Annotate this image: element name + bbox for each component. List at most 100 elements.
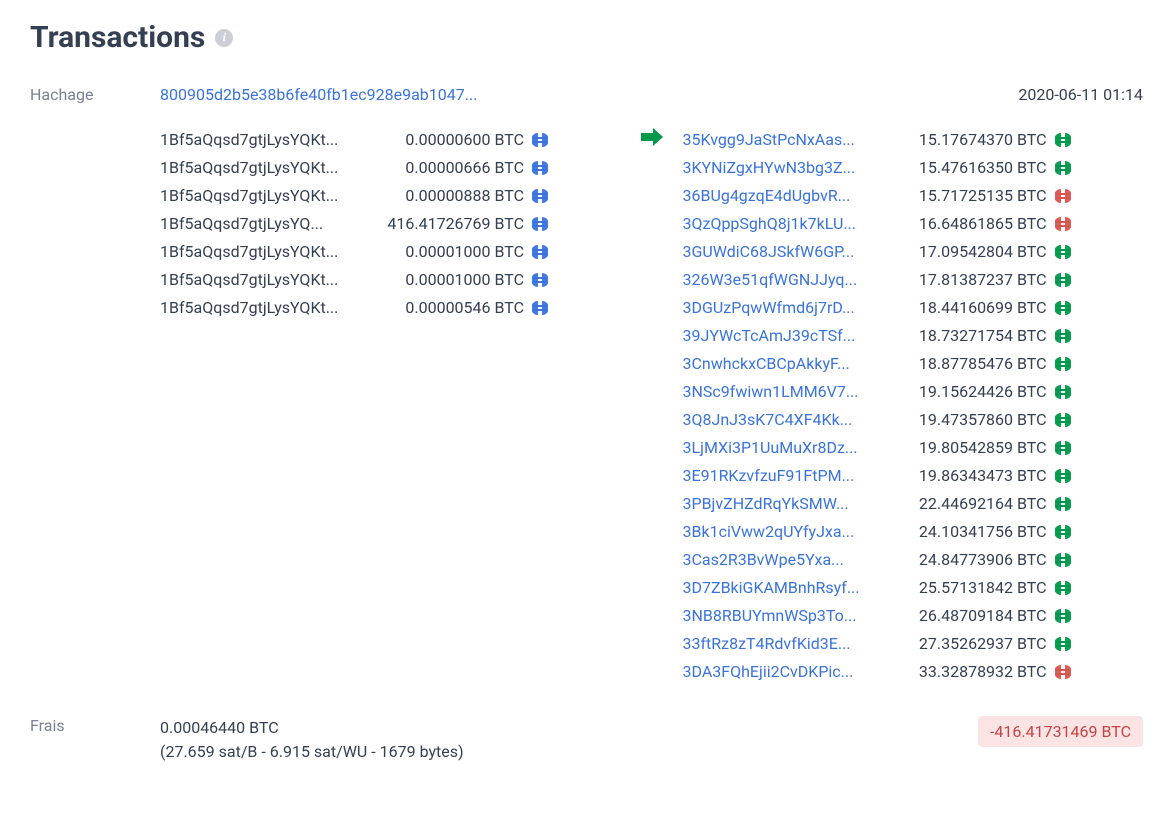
globe-icon[interactable] [1055, 636, 1071, 652]
output-address[interactable]: 3E91RKzvfzuF91FtPM... [683, 462, 883, 490]
io-row: 1Bf5aQqsd7gtjLysYQKt...0.00000600 BTC 1B… [30, 120, 1143, 686]
output-address[interactable]: 3QzQppSghQ8j1k7kLU... [683, 210, 883, 238]
globe-icon[interactable] [1055, 608, 1071, 624]
input-address: 1Bf5aQqsd7gtjLysYQKt... [160, 182, 360, 210]
globe-icon[interactable] [1055, 216, 1071, 232]
output-line: 3QzQppSghQ8j1k7kLU... 16.64861865 BTC [683, 210, 1144, 238]
globe-icon[interactable] [1055, 496, 1071, 512]
tx-hash-link[interactable]: 800905d2b5e38b6fe40fb1ec928e9ab1047... [160, 85, 477, 104]
globe-icon[interactable] [1055, 580, 1071, 596]
output-address[interactable]: 36BUg4gzqE4dUgbvR... [683, 182, 883, 210]
input-address: 1Bf5aQqsd7gtjLysYQKt... [160, 126, 360, 154]
input-line: 1Bf5aQqsd7gtjLysYQ... 416.41726769 BTC [160, 210, 621, 238]
output-address[interactable]: 35Kvgg9JaStPcNxAas... [683, 126, 883, 154]
globe-icon[interactable] [1055, 664, 1071, 680]
output-amount: 15.47616350 BTC [897, 154, 1047, 182]
globe-icon[interactable] [1055, 188, 1071, 204]
output-amount: 19.15624426 BTC [897, 378, 1047, 406]
globe-icon[interactable] [1055, 384, 1071, 400]
output-line: 35Kvgg9JaStPcNxAas... 15.17674370 BTC [683, 126, 1144, 154]
input-amount: 416.41726769 BTC [374, 210, 524, 238]
output-line: 3DA3FQhEjii2CvDKPic...33.32878932 BTC [683, 658, 1144, 686]
output-address[interactable]: 3D7ZBkiGKAMBnhRsyf... [683, 574, 883, 602]
output-line: 3Bk1ciVww2qUYfyJxa...24.10341756 BTC [683, 518, 1144, 546]
output-address[interactable]: 3GUWdiC68JSkfW6GP... [683, 238, 883, 266]
output-address[interactable]: 326W3e51qfWGNJJyq... [683, 266, 883, 294]
output-amount: 17.81387237 BTC [897, 266, 1047, 294]
input-amount: 0.00000546 BTC [374, 294, 524, 322]
output-address[interactable]: 39JYWcTcAmJ39cTSf... [683, 322, 883, 350]
globe-icon[interactable] [532, 188, 548, 204]
output-address[interactable]: 3NSc9fwiwn1LMM6V7... [683, 378, 883, 406]
input-amount: 0.00001000 BTC [374, 238, 524, 266]
output-amount: 15.17674370 BTC [897, 126, 1047, 154]
output-address[interactable]: 3KYNiZgxHYwN3bg3Z... [683, 154, 883, 182]
fee-detail: 0.00046440 BTC (27.659 sat/B - 6.915 sat… [160, 716, 464, 764]
hash-row: Hachage 800905d2b5e38b6fe40fb1ec928e9ab1… [30, 85, 1143, 104]
arrow-col [641, 126, 663, 150]
output-address[interactable]: 3DGUzPqwWfmd6j7rD... [683, 294, 883, 322]
globe-icon[interactable] [532, 272, 548, 288]
input-line: 1Bf5aQqsd7gtjLysYQKt...0.00001000 BTC [160, 238, 621, 266]
globe-icon[interactable] [1055, 244, 1071, 260]
output-line: 3Cas2R3BvWpe5Yxa... 24.84773906 BTC [683, 546, 1144, 574]
output-line: 3DGUzPqwWfmd6j7rD... 18.44160699 BTC [683, 294, 1144, 322]
output-line: 3LjMXi3P1UuMuXr8Dz... 19.80542859 BTC [683, 434, 1144, 462]
info-icon[interactable]: i [215, 29, 233, 47]
globe-icon[interactable] [1055, 440, 1071, 456]
globe-icon[interactable] [1055, 412, 1071, 428]
output-address[interactable]: 3Cas2R3BvWpe5Yxa... [683, 546, 883, 574]
output-address[interactable]: 3Q8JnJ3sK7C4XF4Kk... [683, 406, 883, 434]
output-amount: 27.35262937 BTC [897, 630, 1047, 658]
globe-icon[interactable] [532, 300, 548, 316]
globe-icon[interactable] [1055, 328, 1071, 344]
globe-icon[interactable] [1055, 524, 1071, 540]
output-line: 3D7ZBkiGKAMBnhRsyf...25.57131842 BTC [683, 574, 1144, 602]
output-address[interactable]: 33ftRz8zT4RdvfKid3E... [683, 630, 883, 658]
output-address[interactable]: 3CnwhckxCBCpAkkyF... [683, 350, 883, 378]
globe-icon[interactable] [532, 160, 548, 176]
globe-icon[interactable] [1055, 356, 1071, 372]
output-amount: 24.84773906 BTC [897, 546, 1047, 574]
input-line: 1Bf5aQqsd7gtjLysYQKt... 0.00000888 BTC [160, 182, 621, 210]
output-amount: 18.87785476 BTC [897, 350, 1047, 378]
globe-icon[interactable] [1055, 160, 1071, 176]
input-amount: 0.00001000 BTC [374, 266, 524, 294]
output-line: 36BUg4gzqE4dUgbvR...15.71725135 BTC [683, 182, 1144, 210]
input-address: 1Bf5aQqsd7gtjLysYQ... [160, 210, 360, 238]
hash-label: Hachage [30, 85, 160, 104]
transactions-header: Transactions i [30, 20, 1143, 55]
fee-row: Frais 0.00046440 BTC (27.659 sat/B - 6.9… [30, 716, 1143, 764]
globe-icon[interactable] [1055, 552, 1071, 568]
globe-icon[interactable] [532, 216, 548, 232]
output-line: 3GUWdiC68JSkfW6GP... 17.09542804 BTC [683, 238, 1144, 266]
arrow-icon [641, 128, 663, 146]
output-amount: 19.86343473 BTC [897, 462, 1047, 490]
net-amount-badge: -416.41731469 BTC [978, 716, 1143, 747]
output-address[interactable]: 3LjMXi3P1UuMuXr8Dz... [683, 434, 883, 462]
input-address: 1Bf5aQqsd7gtjLysYQKt... [160, 154, 360, 182]
globe-icon[interactable] [1055, 272, 1071, 288]
fee-label: Frais [30, 716, 160, 764]
globe-icon[interactable] [1055, 300, 1071, 316]
output-address[interactable]: 3DA3FQhEjii2CvDKPic... [683, 658, 883, 686]
output-line: 33ftRz8zT4RdvfKid3E... 27.35262937 BTC [683, 630, 1144, 658]
globe-icon[interactable] [532, 132, 548, 148]
input-amount: 0.00000888 BTC [374, 182, 524, 210]
input-line: 1Bf5aQqsd7gtjLysYQKt...0.00000666 BTC [160, 154, 621, 182]
output-line: 3NSc9fwiwn1LMM6V7... 19.15624426 BTC [683, 378, 1144, 406]
output-amount: 19.47357860 BTC [897, 406, 1047, 434]
output-amount: 16.64861865 BTC [897, 210, 1047, 238]
input-line: 1Bf5aQqsd7gtjLysYQKt...0.00000600 BTC [160, 126, 621, 154]
output-amount: 17.09542804 BTC [897, 238, 1047, 266]
tx-timestamp: 2020-06-11 01:14 [1018, 85, 1143, 104]
output-address[interactable]: 3PBjvZHZdRqYkSMW... [683, 490, 883, 518]
globe-icon[interactable] [1055, 132, 1071, 148]
output-address[interactable]: 3NB8RBUYmnWSp3To... [683, 602, 883, 630]
output-address[interactable]: 3Bk1ciVww2qUYfyJxa... [683, 518, 883, 546]
outputs-list: 35Kvgg9JaStPcNxAas... 15.17674370 BTC 3KY… [683, 126, 1144, 686]
globe-icon[interactable] [1055, 468, 1071, 484]
globe-icon[interactable] [532, 244, 548, 260]
output-amount: 18.44160699 BTC [897, 294, 1047, 322]
output-amount: 19.80542859 BTC [897, 434, 1047, 462]
